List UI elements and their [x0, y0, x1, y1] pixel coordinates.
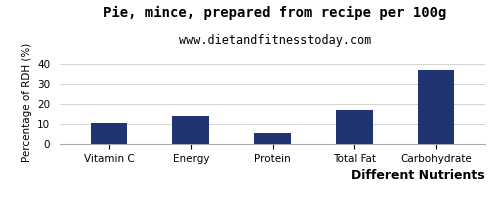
Bar — [172, 116, 209, 144]
Y-axis label: Percentage of RDH (%): Percentage of RDH (%) — [22, 42, 32, 162]
Bar — [418, 70, 455, 144]
X-axis label: Different Nutrients: Different Nutrients — [352, 169, 485, 182]
Text: Pie, mince, prepared from recipe per 100g: Pie, mince, prepared from recipe per 100… — [104, 6, 446, 20]
Bar — [254, 133, 291, 144]
Bar — [90, 123, 128, 144]
Text: www.dietandfitnesstoday.com: www.dietandfitnesstoday.com — [179, 34, 371, 47]
Bar — [336, 110, 372, 144]
